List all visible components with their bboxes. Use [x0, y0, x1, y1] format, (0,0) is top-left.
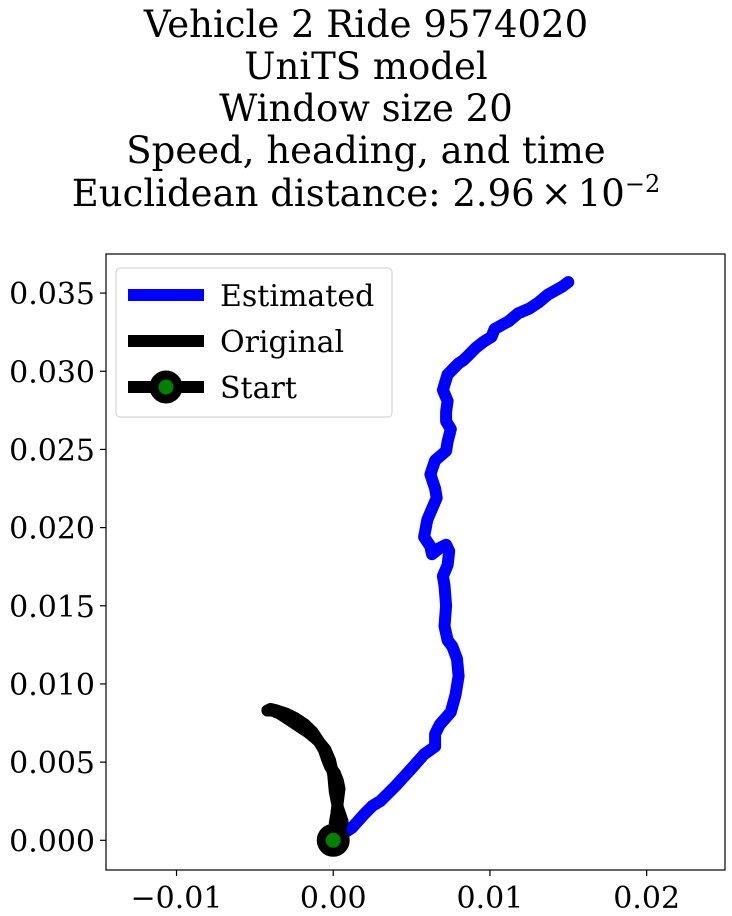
- chart-title-line-3: Window size 20: [219, 87, 513, 130]
- chart-title-distance-exponent: −2: [624, 170, 661, 198]
- x-tick-label: −0.01: [131, 881, 223, 916]
- estimated-series-line: [327, 276, 575, 847]
- start-marker: [316, 823, 350, 857]
- y-tick-label: 0.035: [9, 277, 95, 312]
- chart-title-distance-mantissa: 2.96: [452, 172, 535, 215]
- chart-title-distance-prefix: Euclidean distance:: [71, 172, 453, 215]
- y-tick-label: 0.025: [9, 433, 95, 468]
- chart-title-line-4: Speed, heading, and time: [126, 129, 606, 172]
- legend-box: [115, 267, 393, 418]
- chart-title-distance-base: 10: [577, 172, 625, 215]
- y-tick-label: 0.010: [9, 668, 95, 703]
- chart-title-line-2: UniTS model: [244, 45, 488, 88]
- legend-label-original: Original: [220, 325, 344, 360]
- x-tick-label: 0.02: [613, 881, 680, 916]
- x-tick-label: 0.01: [457, 881, 524, 916]
- chart-title-line-1: Vehicle 2 Ride 9574020: [143, 3, 589, 46]
- y-tick-label: 0.020: [9, 512, 95, 547]
- x-tick-label: 0.00: [300, 881, 367, 916]
- original-series-line: [261, 703, 349, 847]
- chart-title-distance-times: ×: [540, 172, 572, 215]
- chart-title-line-5: Euclidean distance: 2.96 × 10−2: [0, 172, 732, 212]
- legend-label-estimated: Estimated: [220, 279, 374, 314]
- y-tick-label: 0.030: [9, 355, 95, 390]
- legend-label-start: Start: [220, 371, 297, 406]
- legend-start-marker: [149, 370, 183, 404]
- y-tick-label: 0.015: [9, 590, 95, 625]
- y-tick-label: 0.005: [9, 746, 95, 781]
- axes-frame: [105, 253, 726, 871]
- y-tick-label: 0.000: [9, 824, 95, 859]
